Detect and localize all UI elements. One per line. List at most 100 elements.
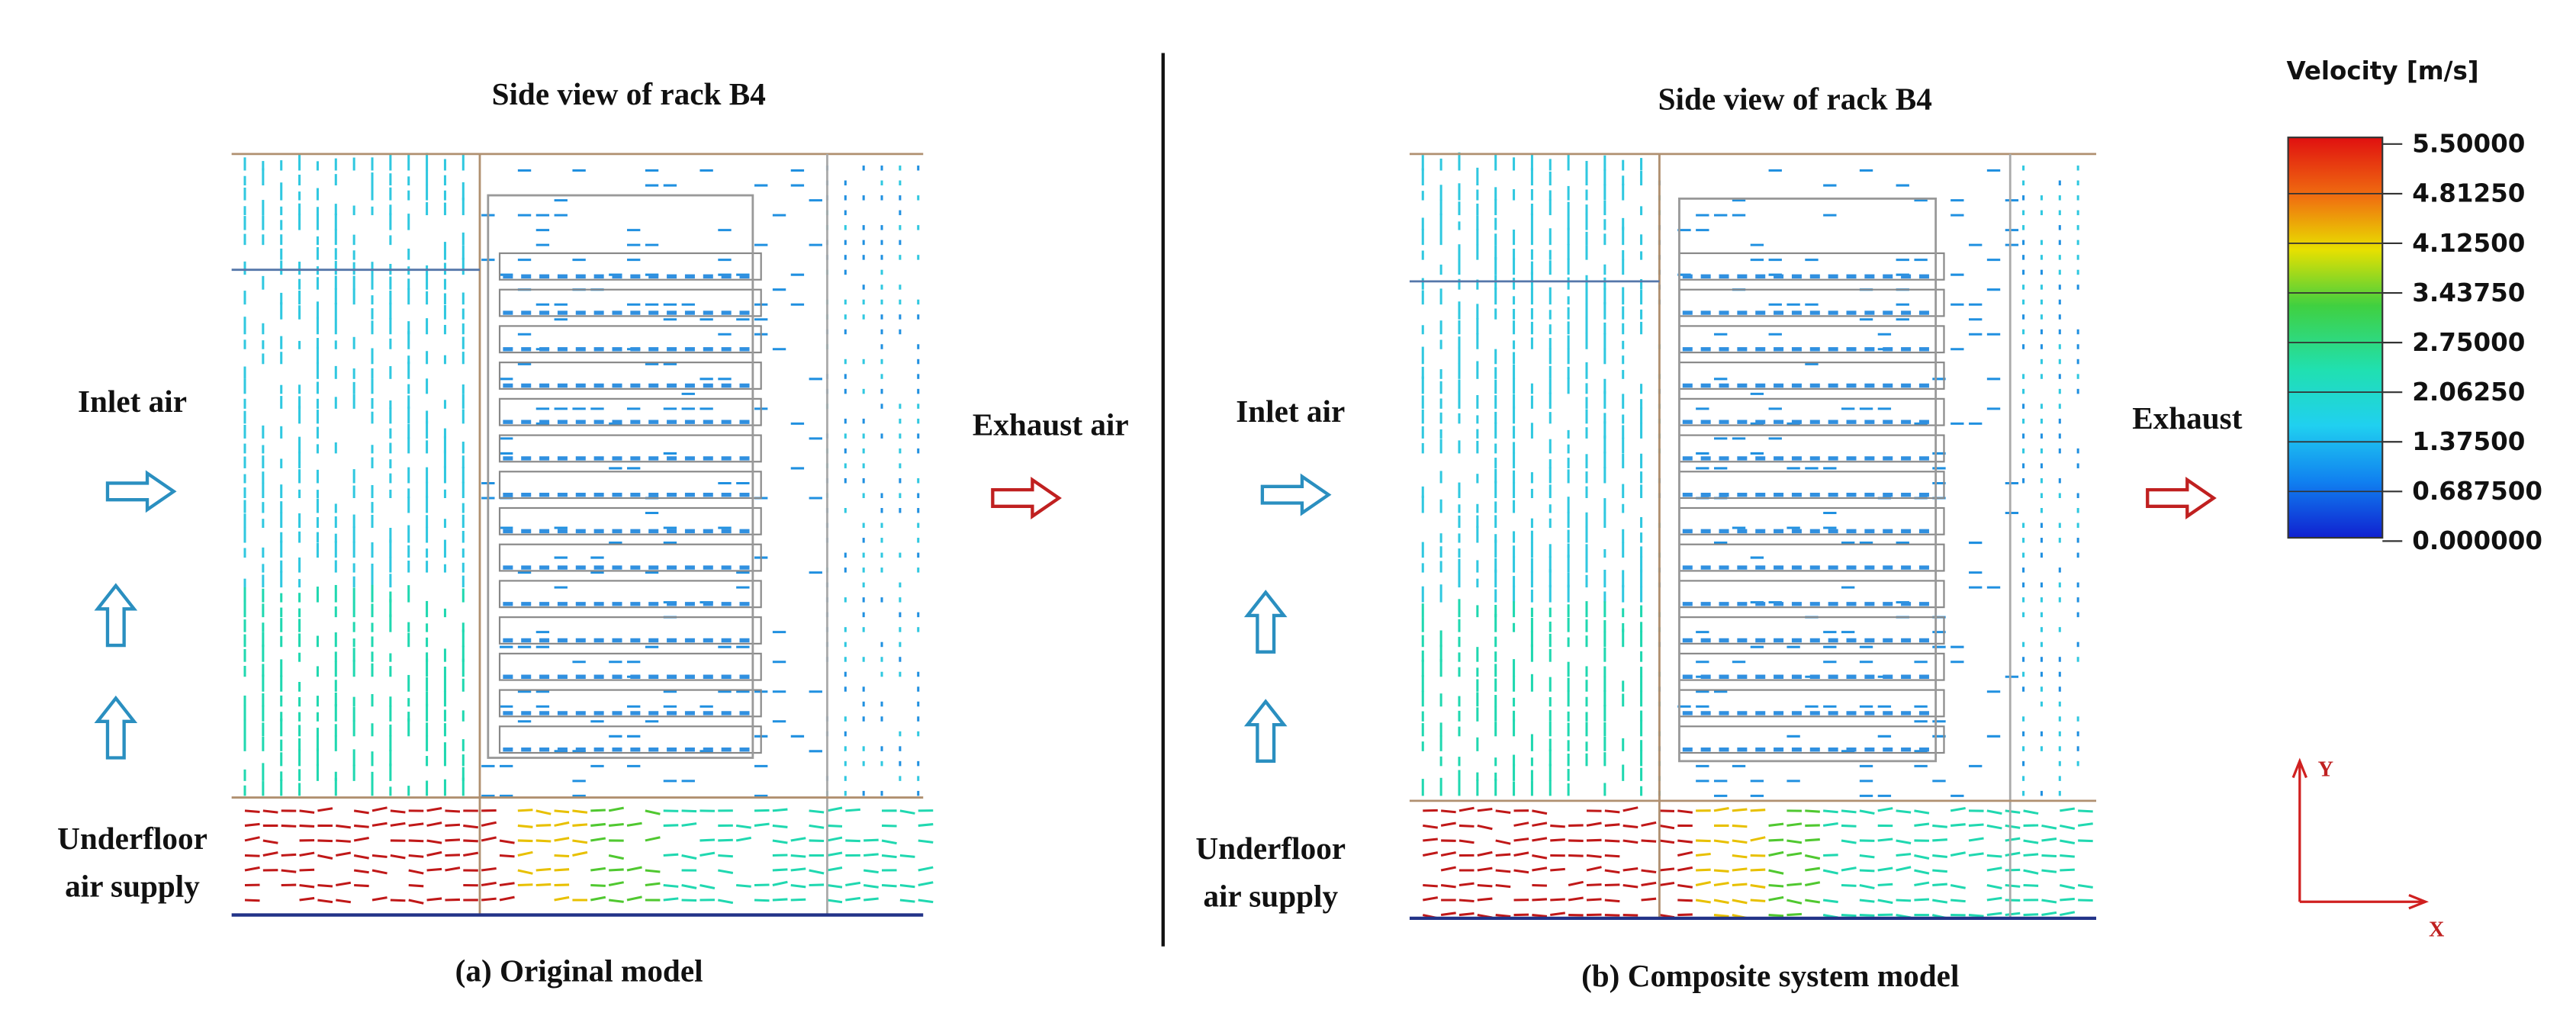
server xyxy=(498,325,762,354)
vector xyxy=(1768,895,1784,902)
vector xyxy=(535,809,552,815)
vector xyxy=(299,824,315,828)
vector xyxy=(554,837,570,842)
vector xyxy=(554,809,570,814)
vector xyxy=(1477,866,1493,872)
vector xyxy=(1477,824,1493,831)
vector xyxy=(790,898,806,902)
vector xyxy=(663,897,679,902)
vector xyxy=(827,884,843,889)
vector xyxy=(718,869,734,874)
vector xyxy=(499,839,515,844)
vector xyxy=(881,839,897,845)
vector xyxy=(1877,883,1893,887)
vector xyxy=(317,807,333,812)
vector xyxy=(2060,839,2076,844)
vector xyxy=(1732,899,1748,905)
vector xyxy=(845,881,861,887)
vector xyxy=(2060,897,2075,902)
vector xyxy=(1859,809,1875,815)
vector xyxy=(1641,821,1657,827)
colorbar xyxy=(2287,137,2384,539)
vector xyxy=(1859,869,1875,873)
vector xyxy=(1768,838,1784,842)
vector xyxy=(1677,839,1693,844)
vector xyxy=(336,824,352,829)
vector xyxy=(1750,884,1766,889)
vector xyxy=(863,838,879,842)
vector xyxy=(699,884,716,889)
vector xyxy=(1532,821,1548,827)
axis-label: X xyxy=(2429,918,2445,942)
vector xyxy=(2005,912,2021,917)
vector xyxy=(1914,822,1930,827)
vector xyxy=(899,809,915,815)
vector xyxy=(735,836,751,842)
server xyxy=(498,252,762,281)
vector xyxy=(426,839,442,844)
vector xyxy=(1440,866,1456,872)
vector xyxy=(1805,809,1820,813)
vector xyxy=(590,822,606,827)
vector xyxy=(735,824,751,829)
vector xyxy=(1713,899,1729,905)
vector xyxy=(1604,883,1620,887)
vector xyxy=(445,809,461,813)
vector xyxy=(1713,914,1729,918)
vector xyxy=(1641,881,1657,887)
vector xyxy=(2023,809,2039,815)
vector xyxy=(1932,838,1947,842)
vector xyxy=(1968,837,1984,842)
vector xyxy=(371,806,388,812)
vector xyxy=(1458,806,1475,812)
vector xyxy=(1950,899,1966,903)
vector xyxy=(1896,809,1912,814)
vector xyxy=(1713,869,1729,873)
vector xyxy=(1477,808,1493,812)
vector xyxy=(1877,899,1893,905)
vector xyxy=(445,898,461,902)
legend-label: 2.75000 xyxy=(2412,328,2525,357)
vector xyxy=(1932,883,1947,887)
vector xyxy=(1786,822,1803,827)
vector xyxy=(1440,821,1456,827)
server xyxy=(498,471,762,500)
vector xyxy=(1986,809,2002,815)
vector xyxy=(390,809,406,814)
vector xyxy=(1950,823,1966,827)
vector xyxy=(426,850,442,857)
vector xyxy=(608,881,624,887)
vector xyxy=(626,821,642,827)
vector xyxy=(353,836,369,842)
vector xyxy=(1423,838,1438,842)
vector xyxy=(554,883,570,887)
vector xyxy=(317,854,333,860)
vector xyxy=(1768,850,1784,857)
vector xyxy=(2005,851,2021,857)
vector xyxy=(1550,838,1565,842)
vector xyxy=(572,839,588,844)
y-head xyxy=(2291,757,2307,779)
vector xyxy=(1713,839,1729,844)
vector xyxy=(408,899,424,905)
vector xyxy=(754,809,770,812)
vector xyxy=(1713,806,1729,812)
axis-indicator xyxy=(2291,757,2430,910)
vector xyxy=(1458,912,1475,917)
vector xyxy=(390,821,406,827)
vector xyxy=(1786,912,1803,917)
vector xyxy=(336,899,352,904)
vector xyxy=(1822,821,1838,827)
vector xyxy=(1641,869,1657,874)
inlet-arrow xyxy=(1260,473,1332,516)
vector xyxy=(2041,854,2057,858)
vector xyxy=(1641,897,1657,902)
server xyxy=(498,543,762,572)
vector-field xyxy=(243,152,2093,920)
vector xyxy=(1932,869,1947,873)
vector xyxy=(1896,899,1912,902)
vector xyxy=(1458,899,1475,903)
vector xyxy=(299,884,315,889)
